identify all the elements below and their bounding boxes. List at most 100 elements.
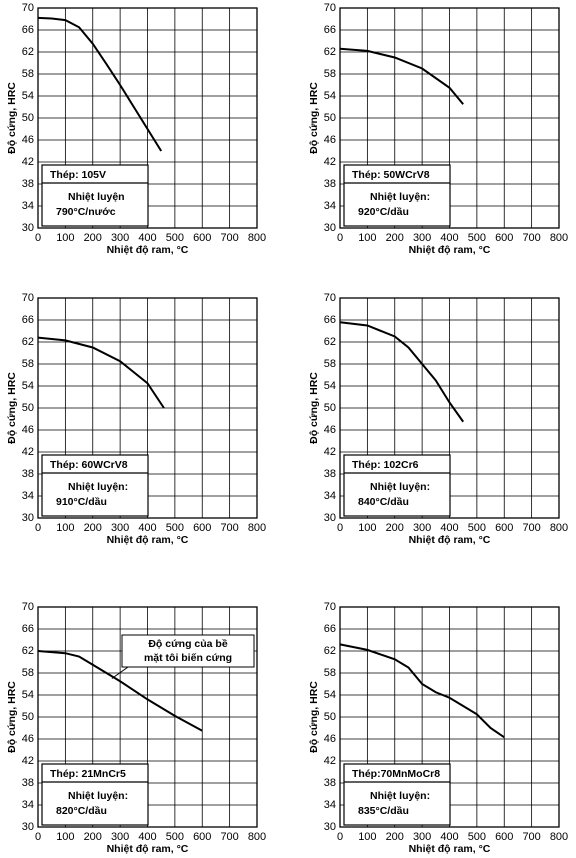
y-axis-label: Độ cứng, HRC (6, 681, 18, 753)
x-tick-label: 500 (166, 522, 184, 534)
legend-box (41, 763, 149, 826)
x-tick-label: 400 (440, 232, 458, 244)
treatment-value: 840°C/dầu (358, 496, 409, 508)
y-tick-label: 50 (324, 711, 336, 723)
y-tick-label: 50 (22, 402, 34, 414)
x-tick-label: 100 (358, 232, 376, 244)
x-tick-label: 0 (337, 232, 343, 244)
y-axis-label: Độ cứng, HRC (308, 372, 320, 444)
x-axis-label: Nhiệt độ ram, °C (409, 534, 491, 546)
legend-box (343, 164, 451, 227)
y-tick-label: 66 (324, 24, 336, 36)
x-tick-label: 100 (358, 831, 376, 843)
y-tick-label: 66 (22, 24, 34, 36)
steel-label: Thép:70MnMoCr8 (352, 768, 440, 780)
y-tick-label: 46 (22, 733, 34, 745)
data-line (37, 16, 163, 152)
annotation-text: mặt tôi biến cứng (144, 652, 232, 664)
x-tick-label: 300 (413, 232, 431, 244)
plot-frame (37, 606, 258, 828)
y-tick-label: 54 (324, 689, 336, 701)
y-tick-label: 66 (22, 314, 34, 326)
y-tick-label: 38 (22, 468, 34, 480)
y-tick-label: 62 (22, 336, 34, 348)
x-axis-label: Nhiệt độ ram, °C (107, 244, 189, 256)
x-tick-label: 600 (193, 522, 211, 534)
y-tick-label: 34 (324, 799, 336, 811)
y-axis-label: Độ cứng, HRC (6, 372, 18, 444)
x-tick-label: 700 (220, 232, 238, 244)
x-tick-label: 800 (248, 831, 266, 843)
treatment-value: 835°C/dầu (358, 805, 409, 817)
plot-frame (37, 297, 258, 519)
data-line (37, 336, 165, 409)
x-tick-label: 800 (550, 831, 568, 843)
steel-label: Thép: 60WCrV8 (50, 459, 128, 471)
x-tick-label: 100 (56, 522, 74, 534)
treatment-label: Nhiệt luyện: (370, 790, 430, 802)
y-tick-label: 30 (22, 821, 34, 833)
y-tick-label: 58 (22, 68, 34, 80)
legend-box (343, 763, 451, 826)
y-tick-label: 38 (22, 178, 34, 190)
treatment-label: Nhiệt luyện: (370, 191, 430, 203)
x-tick-label: 0 (35, 232, 41, 244)
y-tick-label: 46 (324, 134, 336, 146)
steel-label: Thép: 105V (50, 169, 106, 181)
y-tick-label: 66 (324, 314, 336, 326)
y-tick-label: 42 (22, 156, 34, 168)
x-tick-label: 200 (386, 831, 404, 843)
data-line (339, 643, 505, 739)
y-axis-label: Độ cứng, HRC (308, 681, 320, 753)
y-tick-label: 30 (22, 222, 34, 234)
x-tick-label: 500 (468, 522, 486, 534)
x-tick-label: 600 (193, 232, 211, 244)
treatment-value: 820°C/dầu (56, 805, 107, 817)
y-tick-label: 58 (324, 667, 336, 679)
x-tick-label: 200 (386, 232, 404, 244)
y-tick-label: 70 (22, 601, 34, 613)
y-tick-label: 66 (22, 623, 34, 635)
y-tick-label: 50 (324, 402, 336, 414)
y-tick-label: 30 (324, 512, 336, 524)
x-tick-label: 100 (56, 232, 74, 244)
x-tick-label: 800 (550, 522, 568, 534)
y-tick-label: 34 (22, 799, 34, 811)
y-tick-label: 70 (22, 292, 34, 304)
x-tick-label: 200 (386, 522, 404, 534)
y-tick-label: 42 (324, 755, 336, 767)
plot-frame (37, 7, 258, 229)
y-tick-label: 58 (22, 667, 34, 679)
steel-label: Thép: 50WCrV8 (352, 169, 430, 181)
x-tick-label: 800 (248, 232, 266, 244)
x-tick-label: 400 (138, 831, 156, 843)
x-tick-label: 600 (193, 831, 211, 843)
y-tick-label: 46 (324, 424, 336, 436)
legend-box (41, 164, 149, 227)
y-tick-label: 58 (324, 68, 336, 80)
y-tick-label: 42 (22, 446, 34, 458)
y-tick-label: 58 (324, 358, 336, 370)
y-tick-label: 34 (324, 490, 336, 502)
x-tick-label: 0 (337, 831, 343, 843)
x-tick-label: 400 (440, 831, 458, 843)
y-tick-label: 38 (324, 178, 336, 190)
treatment-label: Nhiệt luyện: (68, 481, 128, 493)
y-tick-label: 42 (22, 755, 34, 767)
treatment-value: 920°C/dầu (358, 206, 409, 218)
x-tick-label: 700 (220, 522, 238, 534)
y-axis-label: Độ cứng, HRC (6, 82, 18, 154)
treatment-value: 910°C/dầu (56, 496, 107, 508)
x-tick-label: 0 (35, 522, 41, 534)
steel-label: Thép: 21MnCr5 (50, 768, 126, 780)
x-tick-label: 700 (220, 831, 238, 843)
y-tick-label: 30 (22, 512, 34, 524)
y-axis-label: Độ cứng, HRC (308, 82, 320, 154)
treatment-label: Nhiệt luyện: (68, 790, 128, 802)
x-axis-label: Nhiệt độ ram, °C (107, 843, 189, 855)
x-tick-label: 600 (495, 232, 513, 244)
y-tick-label: 34 (22, 490, 34, 502)
x-tick-label: 300 (413, 522, 431, 534)
treatment-label: Nhiệt luyện: (370, 481, 430, 493)
